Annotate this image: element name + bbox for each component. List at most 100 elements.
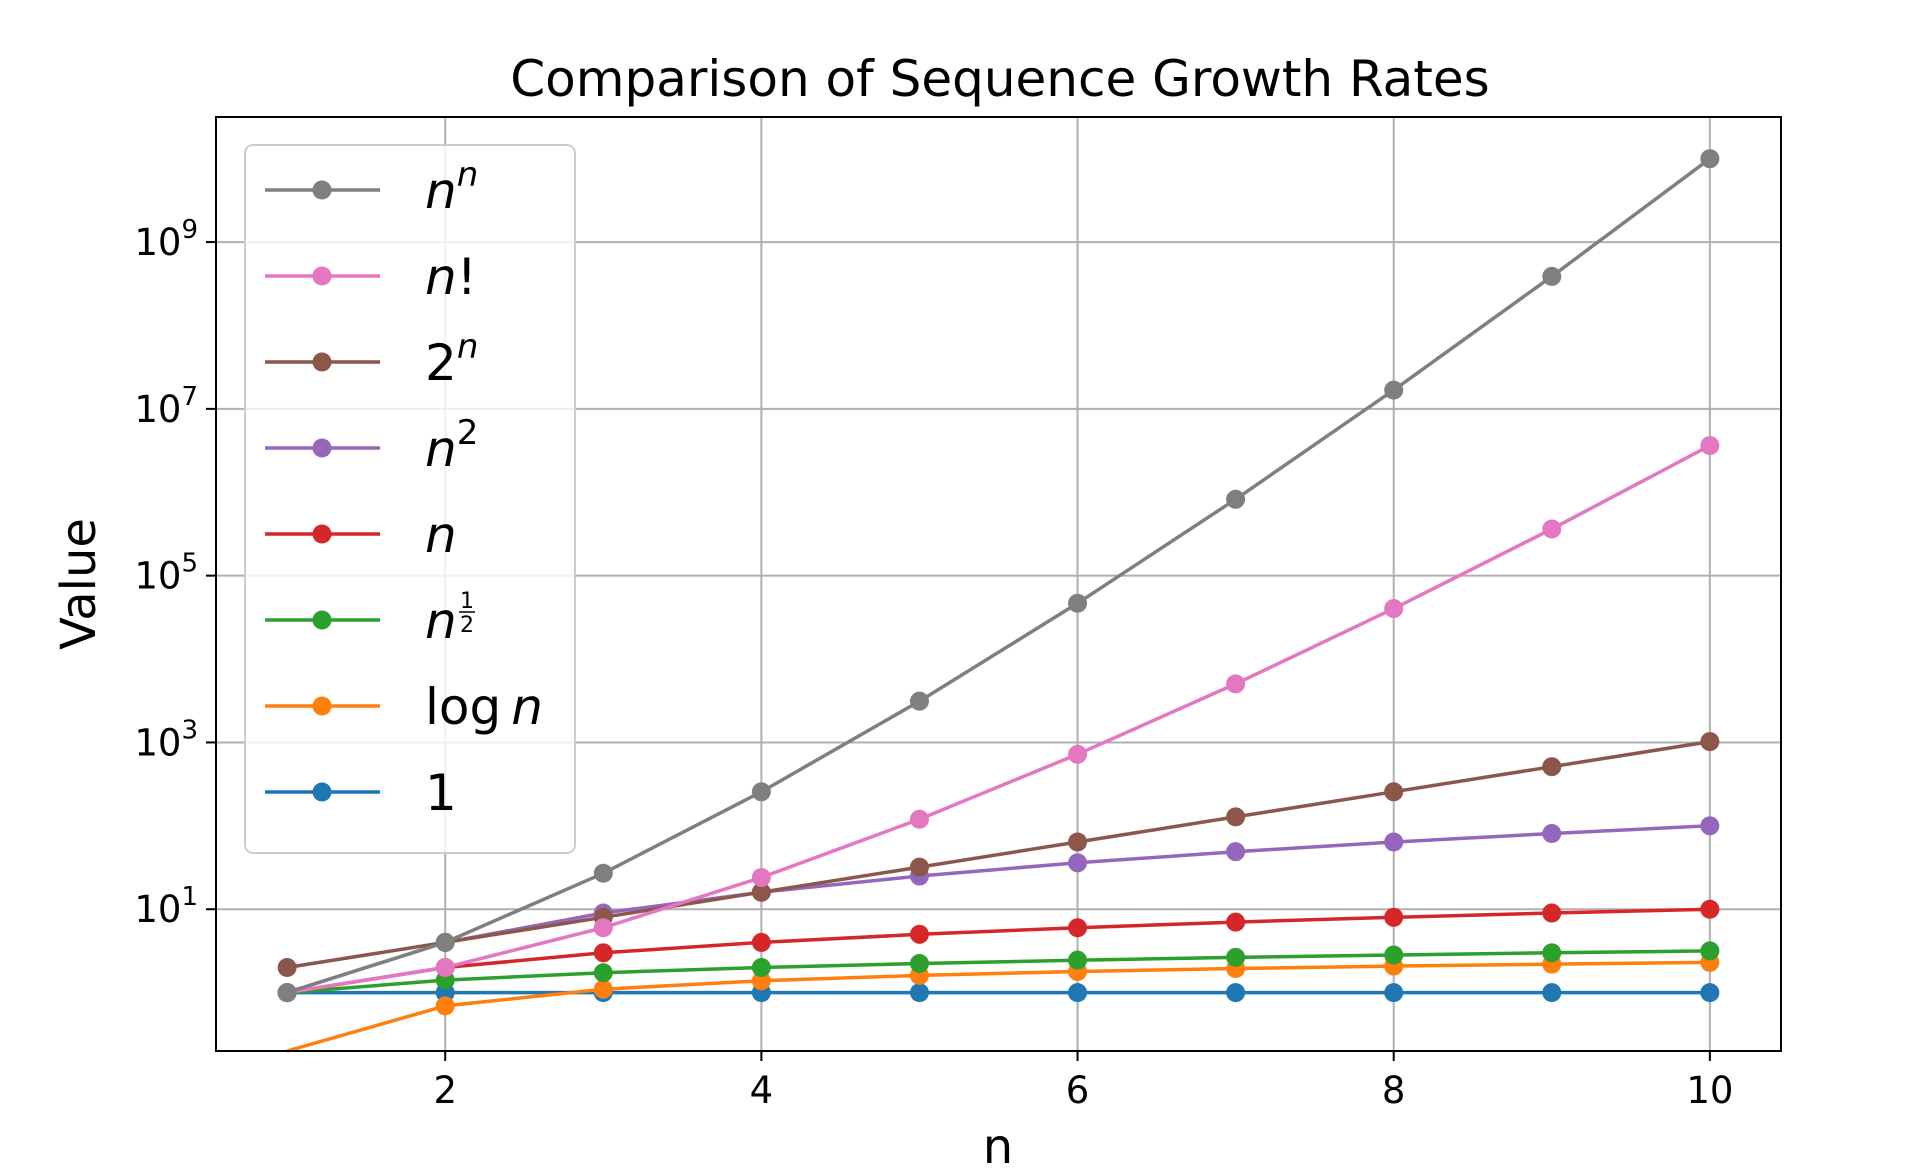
legend-frac-den: 2 (460, 613, 474, 638)
y-tick-label: 101 (134, 882, 198, 931)
data-point-nfact (1700, 436, 1720, 456)
data-point-nsq (1700, 816, 1720, 836)
series-line-nfact (286, 444, 1711, 995)
data-point-sqrt (1700, 941, 1720, 961)
legend-label: 2n (425, 327, 478, 392)
data-point-sqrt (1384, 945, 1404, 965)
y-tick-label: 105 (134, 549, 198, 598)
data-point-n (1068, 918, 1088, 938)
legend-label: nn (425, 155, 478, 220)
data-point-log (593, 979, 613, 999)
data-point-nfact (435, 958, 455, 978)
legend-item-nsq: n2 (265, 413, 478, 478)
data-point-twon (751, 882, 771, 902)
data-point-nsq (1542, 823, 1562, 843)
legend-item-twon: 2n (265, 327, 478, 392)
y-tick-label: 103 (134, 715, 198, 764)
data-point-log (435, 996, 455, 1016)
data-point-nfact (751, 868, 771, 888)
series-line-sqrt (286, 949, 1710, 995)
legend-label: 1 (425, 764, 457, 822)
series-line-n (286, 907, 1710, 995)
legend-item-nn: nn (265, 155, 478, 220)
legend-item-n: n (265, 506, 457, 564)
data-point-twon (277, 958, 297, 978)
legend-marker (312, 524, 332, 544)
y-axis-label: Value (51, 518, 107, 650)
data-point-nn (277, 983, 297, 1003)
x-tick-label: 8 (1382, 1069, 1406, 1112)
series-nfact (277, 436, 1720, 1003)
data-point-n (1226, 912, 1246, 932)
data-point-twon (909, 857, 929, 877)
data-point-nfact (1226, 674, 1246, 694)
plot-frame (215, 116, 1782, 1052)
x-tick-label: 2 (433, 1069, 457, 1112)
data-point-one (1068, 983, 1088, 1003)
data-point-twon (1384, 782, 1404, 802)
data-point-twon (1226, 807, 1246, 827)
data-point-n (751, 932, 771, 952)
series-nn (277, 149, 1720, 1003)
legend-label: n (425, 506, 457, 564)
data-point-nfact (909, 809, 929, 829)
data-point-sqrt (1542, 943, 1562, 963)
data-point-twon (1068, 832, 1088, 852)
data-point-n (1384, 907, 1404, 927)
data-point-n (1542, 903, 1562, 923)
data-point-one (1226, 983, 1246, 1003)
x-tick-label: 6 (1066, 1069, 1090, 1112)
y-tick-label: 109 (134, 215, 198, 264)
legend-label: n (425, 592, 457, 650)
legend-marker (312, 266, 332, 286)
data-point-one (1700, 983, 1720, 1003)
data-point-nfact (1068, 744, 1088, 764)
data-point-nn (593, 863, 613, 883)
series-layer (277, 149, 1720, 1053)
legend-label: log n (425, 678, 543, 736)
series-line-twon (286, 739, 1711, 970)
data-point-nsq (1068, 853, 1088, 873)
x-tick-label: 10 (1686, 1069, 1733, 1112)
data-point-sqrt (1068, 950, 1088, 970)
series-line-nsq (286, 824, 1710, 995)
legend-marker (312, 438, 332, 458)
data-point-nn (435, 932, 455, 952)
series-twon (277, 732, 1720, 978)
legend-item-sqrt: n 12 (265, 589, 475, 650)
data-point-twon (1700, 732, 1720, 752)
legend-item-log: log n (265, 678, 543, 736)
legend-box (244, 144, 576, 854)
data-point-sqrt (751, 958, 771, 978)
legend-marker (312, 180, 332, 200)
data-point-nsq (1384, 832, 1404, 852)
data-point-nfact (1384, 599, 1404, 619)
data-point-n (909, 924, 929, 944)
data-point-n (1700, 899, 1720, 919)
y-tick-label: 107 (134, 382, 198, 431)
x-tick-label: 4 (750, 1069, 774, 1112)
legend-frac-num: 1 (460, 589, 474, 614)
data-point-one (909, 983, 929, 1003)
legend-marker (312, 352, 332, 372)
legend-item-nfact: n! (265, 248, 477, 306)
x-axis-label: n (983, 1119, 1013, 1168)
data-point-n (593, 943, 613, 963)
data-point-sqrt (1226, 947, 1246, 967)
data-point-nn (1068, 593, 1088, 613)
legend-marker (312, 696, 332, 716)
data-point-sqrt (909, 953, 929, 973)
series-sqrt (277, 941, 1720, 1003)
chart-title: Comparison of Sequence Growth Rates (510, 50, 1489, 108)
data-point-nn (1384, 380, 1404, 400)
legend-label: n2 (425, 413, 478, 478)
legend-item-one: 1 (265, 764, 457, 822)
data-point-nfact (1542, 519, 1562, 539)
series-line-log (286, 960, 1710, 1053)
series-line-nn (286, 157, 1711, 995)
data-point-nsq (1226, 842, 1246, 862)
y-axis: 101 103 105 107 109 (134, 215, 216, 931)
data-point-nn (1226, 489, 1246, 509)
